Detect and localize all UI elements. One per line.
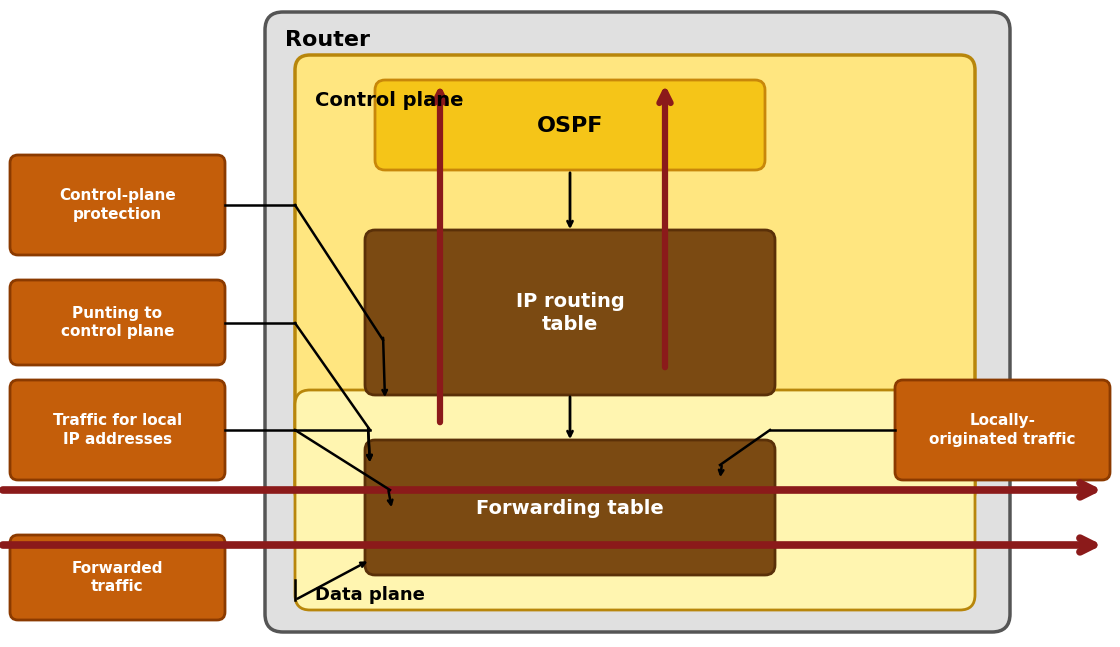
FancyBboxPatch shape bbox=[265, 12, 1010, 632]
FancyBboxPatch shape bbox=[10, 155, 225, 255]
FancyBboxPatch shape bbox=[365, 440, 775, 575]
Text: Control-plane
protection: Control-plane protection bbox=[59, 188, 176, 222]
Text: Router: Router bbox=[284, 30, 370, 50]
FancyBboxPatch shape bbox=[295, 55, 976, 505]
Text: Forwarding table: Forwarding table bbox=[476, 498, 664, 518]
Text: IP routing
table: IP routing table bbox=[515, 292, 624, 334]
Text: OSPF: OSPF bbox=[536, 116, 604, 136]
FancyBboxPatch shape bbox=[375, 80, 765, 170]
Text: Data plane: Data plane bbox=[315, 586, 424, 604]
Text: Punting to
control plane: Punting to control plane bbox=[60, 305, 175, 339]
FancyBboxPatch shape bbox=[365, 230, 775, 395]
FancyBboxPatch shape bbox=[10, 535, 225, 620]
FancyBboxPatch shape bbox=[10, 280, 225, 365]
FancyBboxPatch shape bbox=[10, 380, 225, 480]
Text: Traffic for local
IP addresses: Traffic for local IP addresses bbox=[53, 413, 183, 447]
Text: Forwarded
traffic: Forwarded traffic bbox=[72, 561, 164, 595]
FancyBboxPatch shape bbox=[295, 390, 976, 610]
FancyBboxPatch shape bbox=[895, 380, 1110, 480]
Text: Control plane: Control plane bbox=[315, 91, 464, 109]
Text: Locally-
originated traffic: Locally- originated traffic bbox=[930, 413, 1075, 447]
